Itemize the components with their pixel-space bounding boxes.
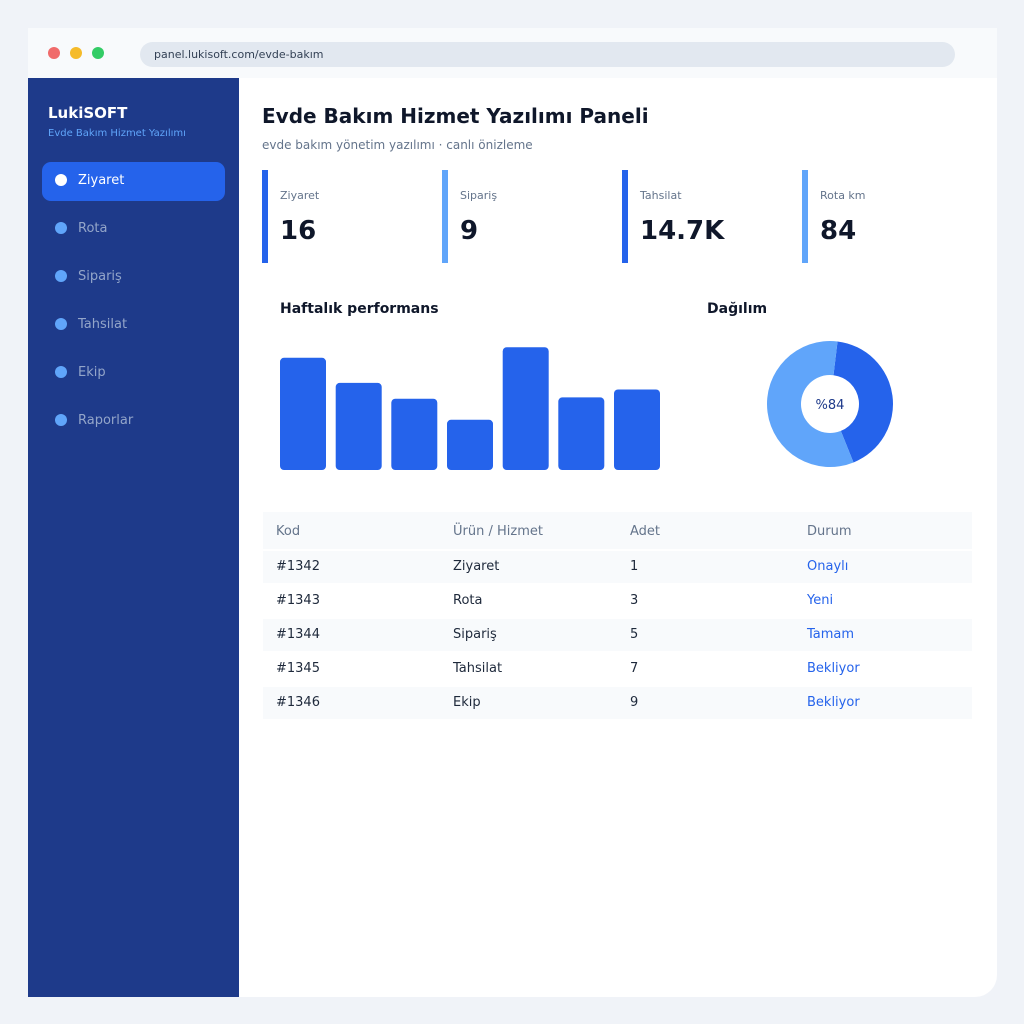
distribution-donut-chart: %84 (767, 341, 893, 467)
kpi-value: 84 (820, 216, 857, 246)
cell-adet: 5 (630, 627, 639, 642)
orders-table: Kod Ürün / Hizmet Adet Durum #1342 Ziyar… (263, 512, 972, 719)
nav-bullet-icon (55, 222, 67, 234)
brand-logo: LukiSOFT (48, 104, 128, 122)
cell-adet: 1 (630, 559, 639, 574)
sidebar-item-ekip[interactable]: Ekip (42, 354, 225, 393)
kpi-card-ziyaret: Ziyaret 16 (262, 170, 422, 263)
cell-durum: Tamam (807, 627, 855, 642)
kpi-label: Ziyaret (280, 189, 320, 202)
sidebar-item-label: Ziyaret (78, 173, 125, 188)
kpi-card-siparis: Sipariş 9 (442, 170, 602, 263)
kpi-value: 16 (280, 216, 317, 246)
cell-kod: #1345 (276, 661, 320, 676)
cell-urun: Rota (453, 593, 483, 608)
kpi-accent-bar (262, 170, 268, 263)
table-row[interactable]: #1343 Rota 3 Yeni (263, 585, 972, 617)
kpi-accent-bar (622, 170, 628, 263)
nav-bullet-icon (55, 414, 67, 426)
bar-6 (558, 397, 605, 470)
sidebar-item-rota[interactable]: Rota (42, 210, 225, 249)
minimize-window-button[interactable] (70, 47, 82, 59)
table-row[interactable]: #1346 Ekip 9 Bekliyor (263, 687, 972, 719)
nav-bullet-icon (55, 366, 67, 378)
column-header-kod[interactable]: Kod (276, 524, 301, 539)
cell-adet: 7 (630, 661, 639, 676)
bar-1 (280, 357, 326, 470)
cell-durum: Onaylı (807, 559, 849, 574)
cell-kod: #1346 (276, 695, 320, 710)
close-window-button[interactable] (48, 47, 60, 59)
bar-7 (614, 389, 660, 470)
sidebar-item-raporlar[interactable]: Raporlar (42, 402, 225, 441)
cell-kod: #1342 (276, 559, 320, 574)
sidebar-item-siparis[interactable]: Sipariş (42, 258, 225, 297)
cell-urun: Sipariş (453, 627, 497, 642)
sidebar-item-label: Sipariş (78, 269, 122, 284)
browser-titlebar: panel.lukisoft.com/evde-bakım (28, 28, 997, 78)
donut-chart-title: Dağılım (707, 301, 768, 317)
kpi-label: Sipariş (460, 189, 498, 202)
bar-4 (447, 419, 493, 470)
bar-chart-title: Haftalık performans (280, 301, 439, 317)
sidebar-item-label: Ekip (78, 365, 106, 380)
cell-durum: Bekliyor (807, 661, 860, 676)
bar-5 (502, 347, 549, 470)
cell-durum: Yeni (807, 593, 834, 608)
table-row[interactable]: #1345 Tahsilat 7 Bekliyor (263, 653, 972, 685)
kpi-label: Tahsilat (640, 189, 682, 202)
kpi-value: 9 (460, 216, 479, 246)
page-title: Evde Bakım Hizmet Yazılımı Paneli (262, 104, 649, 128)
donut-center-label: %84 (816, 398, 845, 413)
cell-urun: Ekip (453, 695, 481, 710)
kpi-card-tahsilat: Tahsilat 14.7K (622, 170, 782, 263)
kpi-accent-bar (802, 170, 808, 263)
nav-bullet-icon (55, 270, 67, 282)
cell-urun: Tahsilat (453, 661, 503, 676)
nav-bullet-icon (55, 174, 67, 186)
column-header-urun-hizmet[interactable]: Ürün / Hizmet (453, 524, 543, 539)
donut-slice-2 (767, 341, 854, 467)
cell-durum: Bekliyor (807, 695, 860, 710)
bar-3 (391, 398, 438, 470)
column-header-durum[interactable]: Durum (807, 524, 852, 539)
kpi-label: Rota km (820, 189, 866, 202)
kpi-accent-bar (442, 170, 448, 263)
donut-slice-1 (833, 341, 893, 463)
cell-adet: 3 (630, 593, 639, 608)
page-subtitle: evde bakım yönetim yazılımı · canlı öniz… (262, 138, 533, 152)
column-header-adet[interactable]: Adet (630, 524, 661, 539)
sidebar-item-tahsilat[interactable]: Tahsilat (42, 306, 225, 345)
table-row[interactable]: #1342 Ziyaret 1 Onaylı (263, 551, 972, 583)
weekly-performance-bar-chart (280, 347, 660, 470)
browser-window: panel.lukisoft.com/evde-bakım LukiSOFT E… (28, 28, 997, 997)
sidebar-item-label: Tahsilat (78, 317, 128, 332)
sidebar-item-label: Raporlar (78, 413, 134, 428)
sidebar: LukiSOFT Evde Bakım Hizmet Yazılımı Ziya… (28, 78, 239, 997)
table-row[interactable]: #1344 Sipariş 5 Tamam (263, 619, 972, 651)
cell-kod: #1344 (276, 627, 320, 642)
brand-subtitle: Evde Bakım Hizmet Yazılımı (48, 128, 186, 139)
address-bar[interactable]: panel.lukisoft.com/evde-bakım (140, 42, 955, 67)
kpi-value: 14.7K (640, 216, 725, 246)
sidebar-item-label: Rota (78, 221, 108, 236)
sidebar-item-ziyaret[interactable]: Ziyaret (42, 162, 225, 201)
cell-kod: #1343 (276, 593, 320, 608)
maximize-window-button[interactable] (92, 47, 104, 59)
cell-adet: 9 (630, 695, 639, 710)
table-header-row: Kod Ürün / Hizmet Adet Durum (263, 512, 972, 549)
bar-2 (335, 382, 382, 470)
cell-urun: Ziyaret (453, 559, 500, 574)
kpi-card-rota-km: Rota km 84 (802, 170, 962, 263)
nav-bullet-icon (55, 318, 67, 330)
